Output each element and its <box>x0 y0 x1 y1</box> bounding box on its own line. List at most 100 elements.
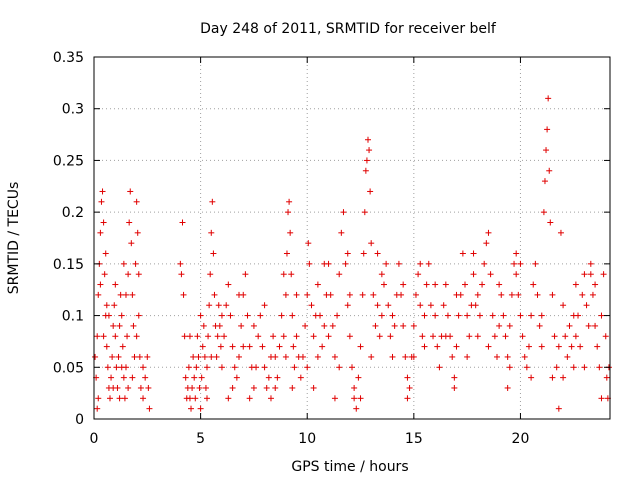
data-point <box>589 291 596 298</box>
data-point <box>110 322 117 329</box>
y-tick-label: 0.15 <box>53 257 84 273</box>
data-point <box>113 364 120 371</box>
data-point <box>351 395 358 402</box>
data-point <box>182 374 189 381</box>
data-point <box>206 302 213 309</box>
data-point <box>97 229 104 236</box>
data-point <box>278 312 285 319</box>
data-point <box>496 281 503 288</box>
data-point <box>283 250 290 257</box>
data-point <box>349 364 355 371</box>
data-point <box>544 126 551 133</box>
data-point <box>267 395 274 402</box>
data-point <box>190 353 197 360</box>
data-point <box>221 333 228 340</box>
data-point <box>538 343 545 350</box>
x-tick-labels: 0 5 10 15 20 <box>90 431 530 447</box>
data-point <box>451 374 458 381</box>
data-point <box>231 364 238 371</box>
data-point <box>387 333 394 340</box>
data-point <box>538 312 545 319</box>
data-point <box>555 405 562 412</box>
data-point <box>189 384 196 391</box>
data-point <box>106 395 113 402</box>
data-point <box>432 312 439 319</box>
data-point <box>528 374 535 381</box>
data-point <box>178 271 185 278</box>
data-point <box>111 302 118 309</box>
data-point <box>202 384 209 391</box>
data-point <box>233 374 240 381</box>
data-point <box>135 271 142 278</box>
data-point <box>353 405 360 412</box>
data-point <box>240 343 247 350</box>
data-point <box>134 229 141 236</box>
data-point <box>442 281 449 288</box>
data-point <box>104 364 111 371</box>
data-point <box>530 281 537 288</box>
data-point <box>517 312 524 319</box>
data-point <box>193 364 200 371</box>
data-point <box>442 333 449 340</box>
data-point <box>521 353 528 360</box>
data-point <box>261 302 268 309</box>
data-point <box>177 260 184 267</box>
data-point <box>585 322 592 329</box>
data-point <box>549 374 556 381</box>
data-point <box>188 405 195 412</box>
data-point <box>180 291 187 298</box>
data-point <box>282 353 289 360</box>
data-point <box>229 343 236 350</box>
data-point <box>186 333 193 340</box>
data-point <box>142 374 149 381</box>
chart-title: Day 248 of 2011, SRMTID for receiver bel… <box>200 21 497 37</box>
data-point <box>562 333 569 340</box>
data-point <box>489 312 496 319</box>
x-tick-label: 0 <box>90 431 99 447</box>
data-point <box>451 384 458 391</box>
data-point <box>511 260 518 267</box>
data-point <box>238 322 245 329</box>
data-point <box>498 291 505 298</box>
data-point <box>419 333 426 340</box>
plot-frame <box>93 56 611 420</box>
data-point <box>308 302 315 309</box>
data-point <box>211 291 218 298</box>
data-point <box>321 260 328 267</box>
data-point <box>199 343 206 350</box>
data-point <box>94 405 101 412</box>
data-point <box>327 291 334 298</box>
data-point <box>103 302 110 309</box>
data-point <box>508 291 515 298</box>
data-point <box>197 405 204 412</box>
data-point <box>551 333 558 340</box>
data-point <box>229 384 236 391</box>
x-tick-label: 10 <box>298 431 316 447</box>
data-point <box>270 333 277 340</box>
data-point <box>430 333 437 340</box>
data-point <box>227 312 234 319</box>
data-point <box>116 322 123 329</box>
data-point <box>417 302 424 309</box>
data-point <box>534 291 541 298</box>
data-point <box>109 353 116 360</box>
data-point <box>383 260 390 267</box>
data-point <box>400 322 407 329</box>
data-point <box>282 291 289 298</box>
data-point <box>367 188 374 195</box>
data-point <box>116 395 123 402</box>
data-point <box>97 281 104 288</box>
data-point <box>119 343 126 350</box>
data-point <box>99 188 106 195</box>
data-point <box>504 353 511 360</box>
data-point <box>329 322 336 329</box>
y-tick-label: 0.25 <box>53 153 84 169</box>
data-point <box>121 395 128 402</box>
data-point <box>496 322 503 329</box>
data-point <box>201 353 208 360</box>
data-point <box>137 384 144 391</box>
data-point <box>331 395 338 402</box>
data-point <box>225 395 232 402</box>
data-point <box>532 260 539 267</box>
data-point <box>479 281 486 288</box>
